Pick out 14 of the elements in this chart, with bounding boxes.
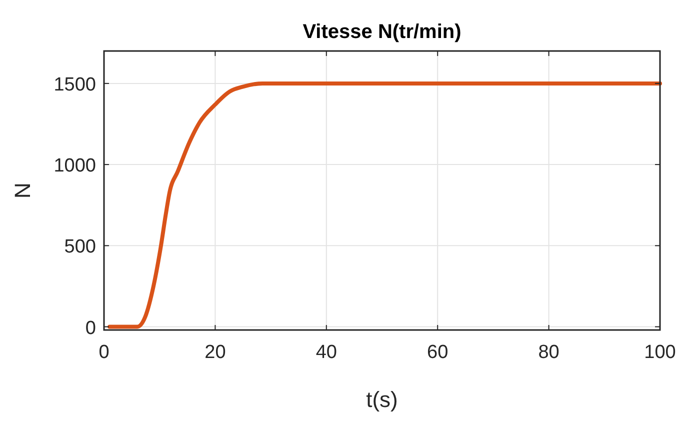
x-tick-label: 100 (644, 342, 676, 363)
chart-title: Vitesse N(tr/min) (302, 21, 462, 43)
x-tick-label: 20 (204, 342, 226, 363)
x-tick-label: 80 (538, 342, 560, 363)
x-axis-title: t(s) (366, 387, 398, 412)
x-tick-label: 40 (316, 342, 337, 363)
y-axis-title: N (10, 182, 35, 198)
y-tick-label: 500 (64, 236, 96, 258)
x-tick-label: 0 (98, 342, 110, 363)
line-series (108, 81, 662, 329)
y-tick-label: 1000 (54, 156, 96, 177)
x-tick-label: 60 (427, 342, 448, 363)
y-tick-label: 1500 (54, 74, 96, 96)
y-tick-label: 0 (85, 318, 96, 339)
